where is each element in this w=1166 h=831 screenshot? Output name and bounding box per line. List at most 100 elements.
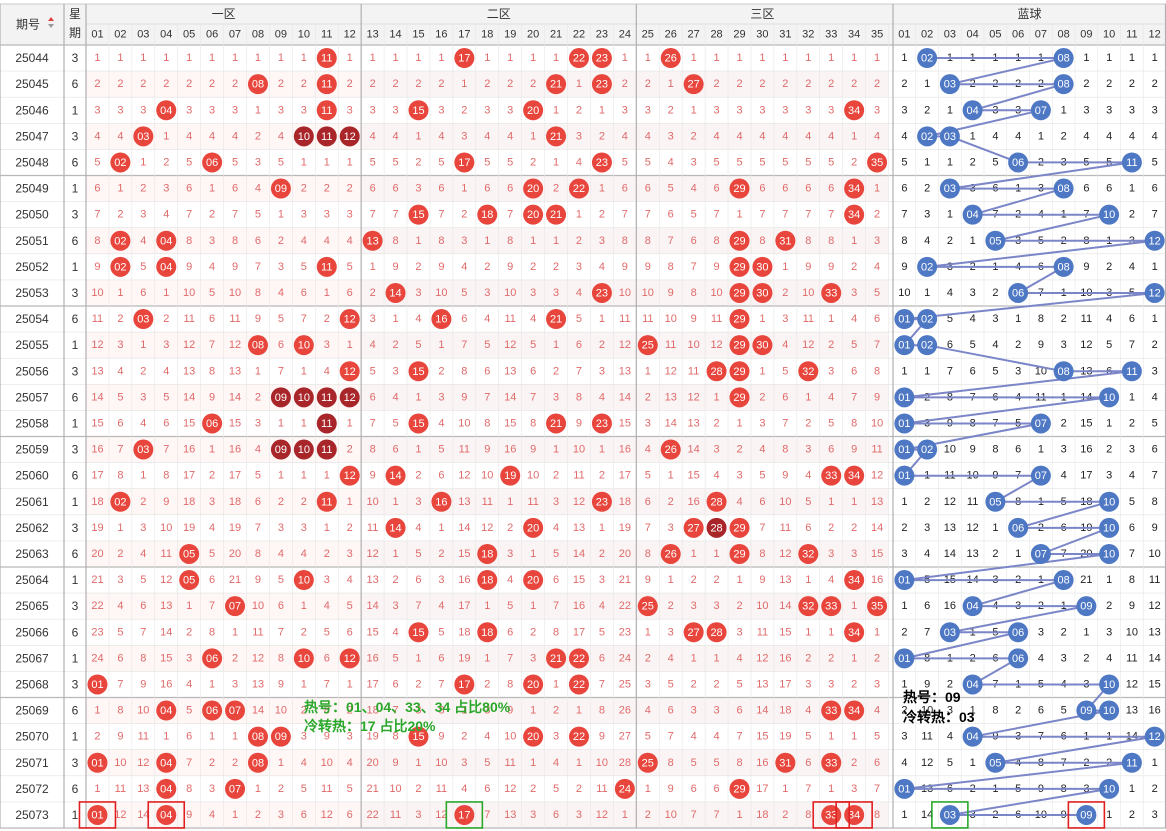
red-omission: 2 xyxy=(553,183,559,195)
row-issue: 25069 xyxy=(15,704,49,718)
red-omission: 5 xyxy=(874,287,880,299)
green-prediction-box xyxy=(445,801,484,829)
blue-ball-number: 03 xyxy=(944,131,956,143)
red-omission: 3 xyxy=(370,313,376,325)
red-omission: 9 xyxy=(255,574,261,586)
red-omission: 4 xyxy=(278,130,284,142)
red-omission: 1 xyxy=(805,52,811,64)
red-ball-number: 33 xyxy=(825,757,837,769)
red-omission: 5 xyxy=(759,470,765,482)
red-omission: 3 xyxy=(484,104,490,116)
red-omission: 6 xyxy=(415,574,421,586)
row-issue: 25072 xyxy=(15,782,49,796)
red-omission: 9 xyxy=(117,731,123,743)
red-ball-number: 33 xyxy=(825,287,837,299)
blue-ball xyxy=(1099,700,1120,721)
table-row: 25069 6 1 8 10 04 5 06 07 14 10 2 8 2 18 7 3 8 1 3 9 1 2 1 8 26 4 6… xyxy=(15,697,1161,724)
red-omission: 2 xyxy=(186,78,192,90)
red-omission: 6 xyxy=(874,313,880,325)
blue-omission: 3 xyxy=(924,209,930,221)
red-ball-number: 17 xyxy=(458,679,470,691)
row-issue: 25046 xyxy=(15,103,49,117)
row-issue: 25057 xyxy=(15,390,49,404)
red-omission: 2 xyxy=(530,156,536,168)
row-background xyxy=(361,723,889,750)
red-omission: 5 xyxy=(805,496,811,508)
red-omission: 2 xyxy=(324,548,330,560)
red-omission: 8 xyxy=(507,678,513,690)
red-omission: 2 xyxy=(874,652,880,664)
red-omission: 1 xyxy=(117,52,123,64)
red-omission: 1 xyxy=(301,678,307,690)
row-background xyxy=(361,71,889,98)
red-omission: 4 xyxy=(163,209,169,221)
red-ball-number: 04 xyxy=(160,235,172,247)
red-omission: 1 xyxy=(553,444,559,456)
header-red-number: 31 xyxy=(779,29,791,41)
blue-ball-number: 11 xyxy=(1126,366,1137,378)
red-ball-number: 34 xyxy=(848,209,860,221)
red-omission: 9 xyxy=(530,444,536,456)
blue-omission: 2 xyxy=(992,287,998,299)
table-row: 25048 6 5 02 1 2 5 06 5 3 5 1 1 1 5 5 2 5 17 5 5 2 1 4 23 5 5 4 3 5 5 5… xyxy=(15,149,1158,176)
blue-omission: 3 xyxy=(924,522,930,534)
red-omission: 7 xyxy=(255,522,261,534)
red-ball xyxy=(293,648,314,669)
red-omission: 10 xyxy=(458,417,470,429)
red-ball xyxy=(316,48,337,69)
red-omission: 3 xyxy=(484,287,490,299)
red-omission: 19 xyxy=(619,522,631,534)
blue-omission: 12 xyxy=(967,522,979,534)
red-omission: 8 xyxy=(140,652,146,664)
red-omission: 10 xyxy=(665,313,677,325)
row-issue: 25060 xyxy=(15,469,49,483)
red-omission: 2 xyxy=(736,444,742,456)
red-omission: 1 xyxy=(828,496,834,508)
red-omission: 7 xyxy=(209,339,215,351)
red-omission: 3 xyxy=(415,496,421,508)
blue-ball xyxy=(1099,543,1120,564)
red-omission: 15 xyxy=(458,548,470,560)
red-omission: 1 xyxy=(782,783,788,795)
red-omission: 1 xyxy=(209,52,215,64)
blue-ball xyxy=(1144,230,1165,251)
table-row: 25062 3 19 1 3 10 19 4 19 7 3 3 1 2 11 14 4 1 14 12 2 20 4 13 1 1… xyxy=(15,514,1158,541)
row-week: 1 xyxy=(72,182,79,196)
blue-omission: 13 xyxy=(1126,705,1138,717)
blue-omission: 1 xyxy=(1129,52,1135,64)
header-red-number: 35 xyxy=(871,29,883,41)
red-ball-number: 34 xyxy=(848,627,860,639)
red-ball-number: 26 xyxy=(665,53,677,65)
red-omission: 9 xyxy=(438,731,444,743)
red-omission: 15 xyxy=(619,417,631,429)
blue-ball-number: 01 xyxy=(898,392,910,404)
row-issue: 25065 xyxy=(15,599,49,613)
red-ball xyxy=(729,517,750,538)
red-ball-number: 12 xyxy=(344,470,356,482)
red-omission: 17 xyxy=(779,678,791,690)
blue-omission: 15 xyxy=(1080,417,1092,429)
red-omission: 12 xyxy=(504,339,516,351)
red-omission: 12 xyxy=(779,548,791,560)
red-omission: 4 xyxy=(484,130,490,142)
red-omission: 7 xyxy=(117,444,123,456)
red-ball xyxy=(477,543,498,564)
red-omission: 5 xyxy=(553,783,559,795)
red-omission: 8 xyxy=(668,261,674,273)
red-omission: 13 xyxy=(619,365,631,377)
red-omission: 8 xyxy=(507,235,513,247)
red-omission: 4 xyxy=(691,731,697,743)
red-omission: 16 xyxy=(779,652,791,664)
red-omission: 13 xyxy=(779,574,791,586)
red-ball xyxy=(247,74,268,95)
red-omission: 9 xyxy=(507,705,513,717)
red-omission: 12 xyxy=(435,809,447,821)
row-issue: 25050 xyxy=(15,208,49,222)
red-omission: 5 xyxy=(599,626,605,638)
red-omission: 5 xyxy=(759,156,765,168)
red-omission: 12 xyxy=(710,339,722,351)
header-red-number: 15 xyxy=(412,29,424,41)
red-omission: 6 xyxy=(828,444,834,456)
red-omission: 9 xyxy=(714,261,720,273)
red-omission: 3 xyxy=(782,104,788,116)
